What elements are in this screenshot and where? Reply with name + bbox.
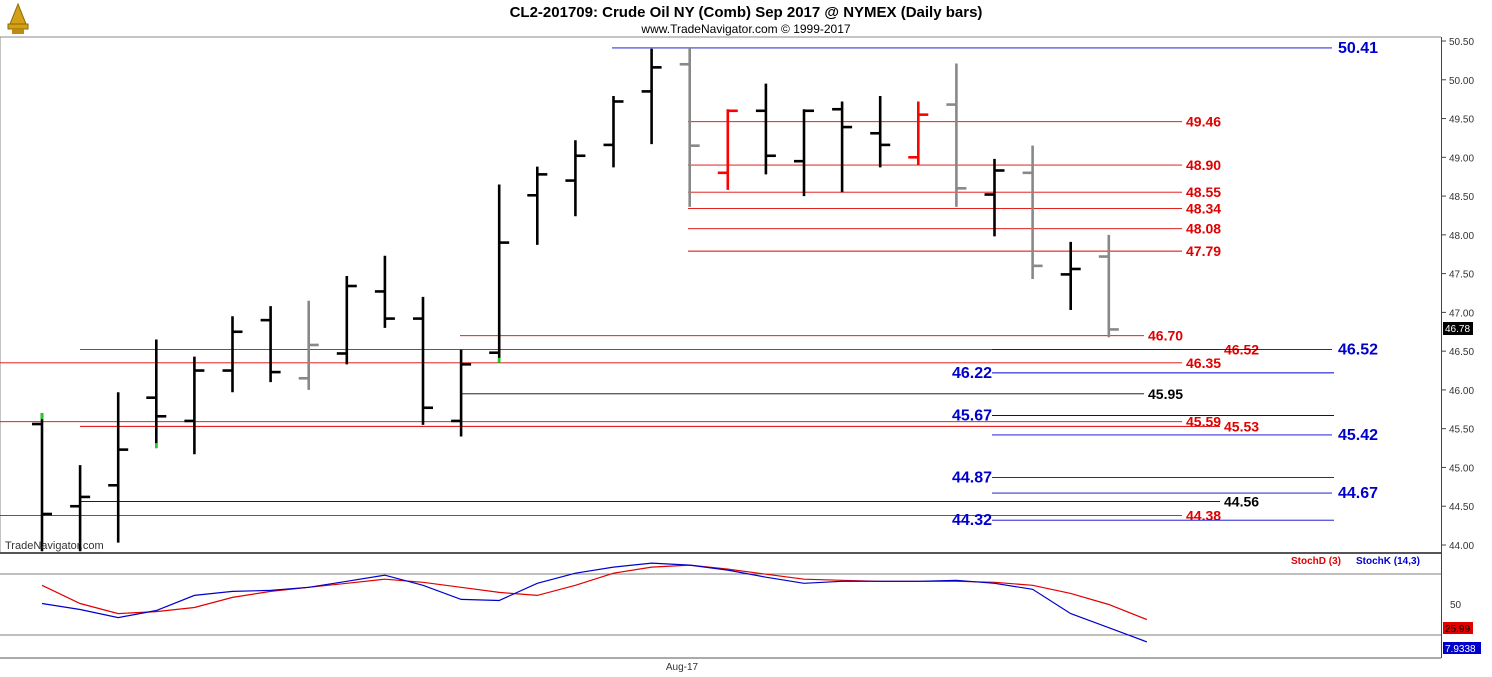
ohlc-bar — [146, 339, 167, 449]
ohlc-bar — [1022, 145, 1043, 280]
level-label: 48.90 — [1186, 157, 1221, 173]
ohlc-bar — [222, 316, 243, 393]
ohlc-bar — [717, 109, 738, 190]
stochk-value-box — [1443, 642, 1481, 654]
stochd-last-value: 25.99 — [1445, 624, 1470, 635]
stochd-value-box — [1443, 622, 1473, 634]
level-label: 49.46 — [1186, 114, 1221, 130]
ohlc-bar — [1098, 234, 1119, 338]
price-axis: 50.50 50.00 49.50 49.00 48.50 48.00 47.50 47.00… — [1441, 37, 1474, 552]
level-label: 50.41 — [1338, 40, 1378, 57]
ohlc-bar — [679, 47, 700, 207]
ohlc-bar — [108, 392, 129, 543]
y-tick-label: 47.00 — [1449, 308, 1474, 319]
y-tick-label: 45.50 — [1449, 425, 1474, 436]
stochd-line — [41, 564, 1148, 621]
x-tick-aug-17: Aug-17 — [666, 662, 699, 673]
level-label: 44.32 — [952, 512, 992, 529]
y-tick-label: 48.00 — [1449, 231, 1474, 242]
level-label: 46.22 — [952, 365, 992, 382]
chart-subtitle: www.TradeNavigator.com © 1999-2017 — [640, 22, 850, 36]
stochk-legend: StochK (14,3) — [1356, 556, 1420, 567]
watermark: TradeNavigator.com — [5, 540, 104, 552]
y-tick-label: 50.50 — [1449, 37, 1474, 48]
ohlc-bar — [527, 166, 548, 245]
ohlc-bar — [603, 96, 624, 168]
y-tick-label: 44.00 — [1449, 541, 1474, 552]
ohlc-bar — [870, 96, 891, 168]
level-label: 45.59 — [1186, 414, 1221, 430]
level-label: 44.56 — [1224, 494, 1259, 510]
price-panel-frame — [0, 36, 1441, 553]
stochk-last-value: 7.9338 — [1445, 644, 1476, 655]
y-tick-label: 49.00 — [1449, 153, 1474, 164]
level-label: 44.67 — [1338, 485, 1378, 502]
level-label: 46.52 — [1338, 342, 1378, 359]
ohlc-bar — [298, 300, 319, 390]
last-price-label: 46.78 — [1445, 324, 1470, 335]
ohlc-bar — [489, 184, 510, 363]
ohlc-bar — [1060, 241, 1081, 311]
ohlc-bar — [260, 306, 281, 383]
ohlc-bar — [641, 48, 662, 145]
level-label: 46.70 — [1148, 328, 1183, 344]
y-tick-label: 50.00 — [1449, 76, 1474, 87]
level-label: 47.79 — [1186, 243, 1221, 259]
stochastic-panel: StochD (3) StochK (14,3) 50 25.99 7.9338 — [0, 556, 1481, 655]
stoch-tick-50: 50 — [1450, 600, 1462, 611]
ohlc-bar — [336, 275, 357, 365]
level-label: 44.38 — [1186, 508, 1221, 524]
level-label: 46.35 — [1186, 355, 1221, 371]
level-label: 48.55 — [1186, 184, 1221, 200]
ohlc-bar — [413, 296, 433, 425]
level-label: 48.34 — [1186, 200, 1221, 216]
y-tick-label: 48.50 — [1449, 192, 1474, 203]
level-label: 45.95 — [1148, 386, 1183, 402]
ohlc-bar — [984, 158, 1005, 237]
ohlc-bar — [755, 83, 776, 175]
level-label: 45.53 — [1224, 418, 1259, 434]
ohlc-bar — [908, 101, 929, 166]
ohlc-bar — [794, 109, 814, 197]
trade-navigator-logo — [3, 2, 35, 36]
last-price-marker: 46.78 — [1443, 322, 1473, 335]
ohlc-bar — [565, 140, 586, 217]
ohlc-bar — [832, 101, 853, 193]
y-tick-label: 46.50 — [1449, 347, 1474, 358]
y-tick-label: 49.50 — [1449, 115, 1474, 126]
ohlc-bar — [451, 349, 472, 437]
ohlc-bars — [32, 47, 1119, 552]
chart-title: CL2-201709: Crude Oil NY (Comb) Sep 2017… — [510, 4, 983, 21]
level-label: 45.42 — [1338, 427, 1378, 444]
stochd-legend: StochD (3) — [1291, 556, 1341, 567]
level-label: 45.67 — [952, 408, 992, 425]
ohlc-bar — [32, 413, 52, 552]
y-tick-label: 44.50 — [1449, 502, 1474, 513]
y-tick-label: 45.00 — [1449, 463, 1474, 474]
level-label: 44.87 — [952, 470, 992, 487]
level-label: 48.08 — [1186, 221, 1221, 237]
y-tick-label: 47.50 — [1449, 270, 1474, 281]
right-axis-line — [1441, 37, 1442, 658]
ohlc-bar — [946, 63, 967, 207]
y-tick-label: 46.00 — [1449, 386, 1474, 397]
stochk-line — [41, 562, 1148, 643]
ohlc-bar — [70, 465, 91, 552]
ohlc-bar — [184, 356, 205, 455]
ohlc-bar — [374, 255, 395, 328]
